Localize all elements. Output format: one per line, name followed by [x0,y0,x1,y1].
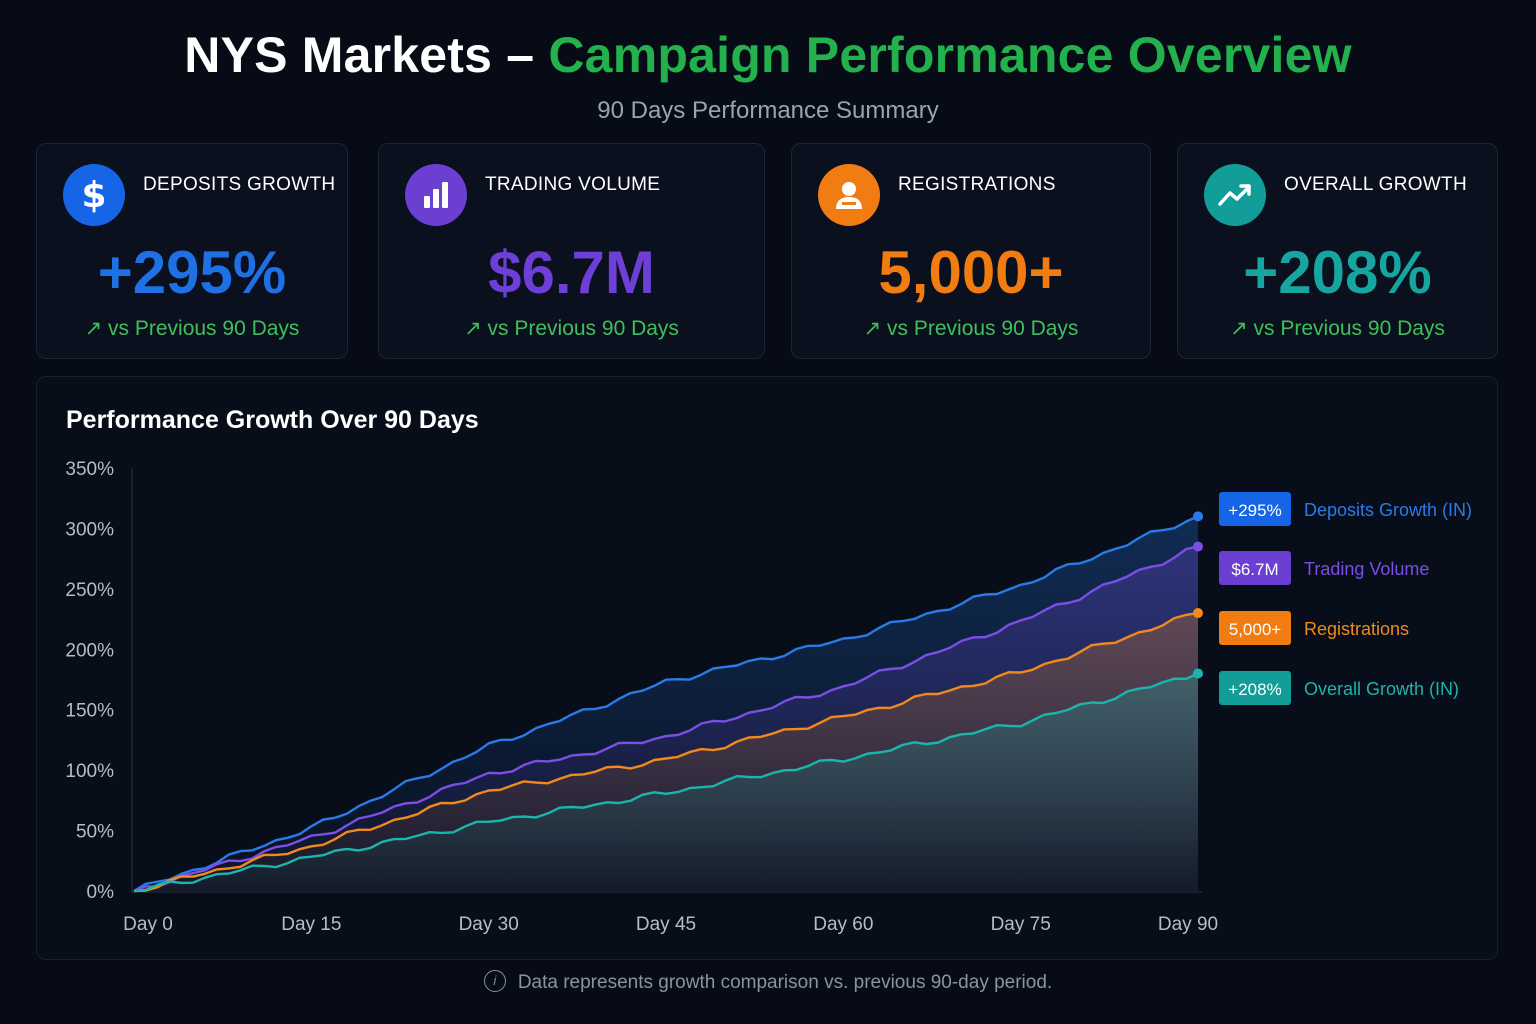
kpi-delta: ↗ vs Previous 90 Days [1178,316,1497,341]
trend-arrow-icon: ↗ [464,317,482,340]
kpi-value: 5,000+ [878,239,1064,306]
kpi-delta: ↗ vs Previous 90 Days [379,316,764,341]
series-line [133,515,1199,893]
data-point [1193,511,1203,522]
page-subtitle: 90 Days Performance Summary [597,97,939,124]
info-icon: i [483,970,506,992]
trend-arrow-icon: ↗ [863,317,882,340]
y-tick-label: 0% [87,882,115,903]
kpi-delta: ↗ vs Previous 90 Days [37,316,347,341]
series-line [133,672,1199,893]
legend-badge [1219,492,1291,526]
trend-arrow-icon: ↗ [84,317,103,340]
data-point [1193,668,1203,679]
series-line [133,545,1199,893]
legend-series-name: Overall Growth (IN) [1304,679,1459,699]
x-tick-label: Day 60 [813,914,873,935]
kpi-value: +208% [1243,239,1432,306]
kpi-card-trading-volume: TRADING VOLUME $6.7M ↗ vs Previous 90 Da… [378,143,765,359]
chart-title: Performance Growth Over 90 Days [66,406,479,434]
x-tick-label: Day 30 [459,914,519,935]
user-icon [818,164,880,226]
legend-series-name: Deposits Growth (IN) [1304,500,1472,520]
kpi-delta: ↗ vs Previous 90 Days [792,316,1150,341]
kpi-label: OVERALL GROWTH [1284,174,1467,195]
kpi-card-registrations: REGISTRATIONS 5,000+ ↗ vs Previous 90 Da… [791,143,1151,359]
kpi-label: REGISTRATIONS [898,174,1056,195]
y-tick-label: 350% [65,459,114,480]
y-tick-label: 200% [65,640,114,661]
legend-badge [1219,671,1291,705]
svg-text:$: $ [81,175,106,215]
kpi-value: $6.7M [488,239,655,306]
series-line [133,611,1199,893]
y-tick-label: 300% [65,519,114,540]
legend-series-name: Trading Volume [1304,559,1429,579]
legend-badge-value: +295% [1228,501,1281,520]
legend-badge-value: +208% [1228,680,1281,699]
kpi-value: +295% [97,239,287,306]
kpi-delta-text: vs Previous 90 Days [887,317,1079,340]
legend-badge-value: 5,000+ [1229,620,1282,639]
dollar-icon: $ [63,164,125,226]
x-tick-label: Day 90 [1158,914,1218,935]
kpi-card-deposits: $ DEPOSITS GROWTH +295% ↗ vs Previous 90… [36,143,348,359]
bar-chart-icon [405,164,467,226]
title-highlight: Campaign Performance Overview [548,27,1352,83]
kpi-delta-text: vs Previous 90 Days [487,317,679,340]
trend-up-icon [1204,164,1266,226]
y-tick-label: 50% [76,822,114,843]
y-tick-label: 250% [65,580,114,601]
page-title: NYS Markets – Campaign Performance Overv… [0,26,1536,84]
kpi-card-overall-growth: OVERALL GROWTH +208% ↗ vs Previous 90 Da… [1177,143,1498,359]
footer-note: i Data represents growth comparison vs. p… [0,970,1536,994]
trend-arrow-icon: ↗ [1230,317,1248,340]
kpi-delta-text: vs Previous 90 Days [108,317,300,340]
x-tick-label: Day 15 [281,914,341,935]
kpi-label: TRADING VOLUME [485,174,661,195]
legend-badge-value: $6.7M [1231,560,1278,579]
kpi-delta-text: vs Previous 90 Days [1253,317,1445,340]
legend-series-name: Registrations [1304,619,1409,639]
x-tick-label: Day 0 [123,914,173,935]
data-point [1193,608,1203,619]
y-tick-label: 100% [65,761,114,782]
legend-badge [1219,611,1291,645]
series-area [134,673,1198,891]
data-point [1193,541,1203,552]
legend-badge [1219,551,1291,585]
title-prefix: NYS Markets – [184,27,535,83]
footer-text: Data represents growth comparison vs. pr… [517,972,1053,994]
kpi-label: DEPOSITS GROWTH [143,174,336,195]
x-tick-label: Day 45 [636,914,696,935]
y-tick-label: 150% [65,701,114,722]
x-tick-label: Day 75 [991,914,1051,935]
